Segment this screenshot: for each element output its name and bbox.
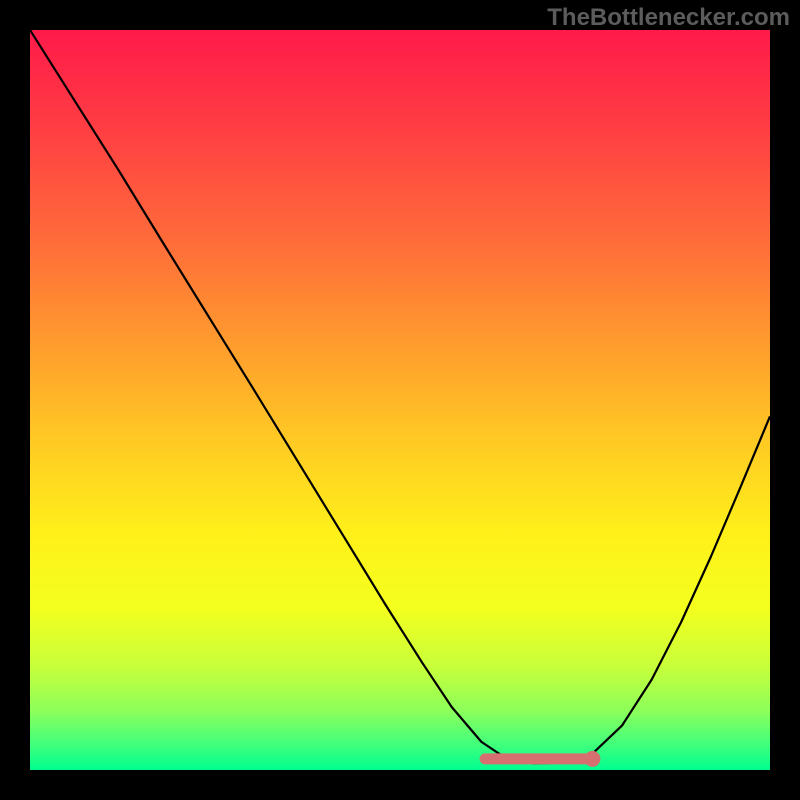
watermark: TheBottlenecker.com	[547, 4, 790, 32]
trough-marker-end-dot	[584, 751, 600, 767]
chart-area	[30, 30, 770, 770]
stage: TheBottlenecker.com	[0, 0, 800, 800]
bottleneck-curve	[30, 30, 770, 763]
curve-layer	[30, 30, 770, 770]
